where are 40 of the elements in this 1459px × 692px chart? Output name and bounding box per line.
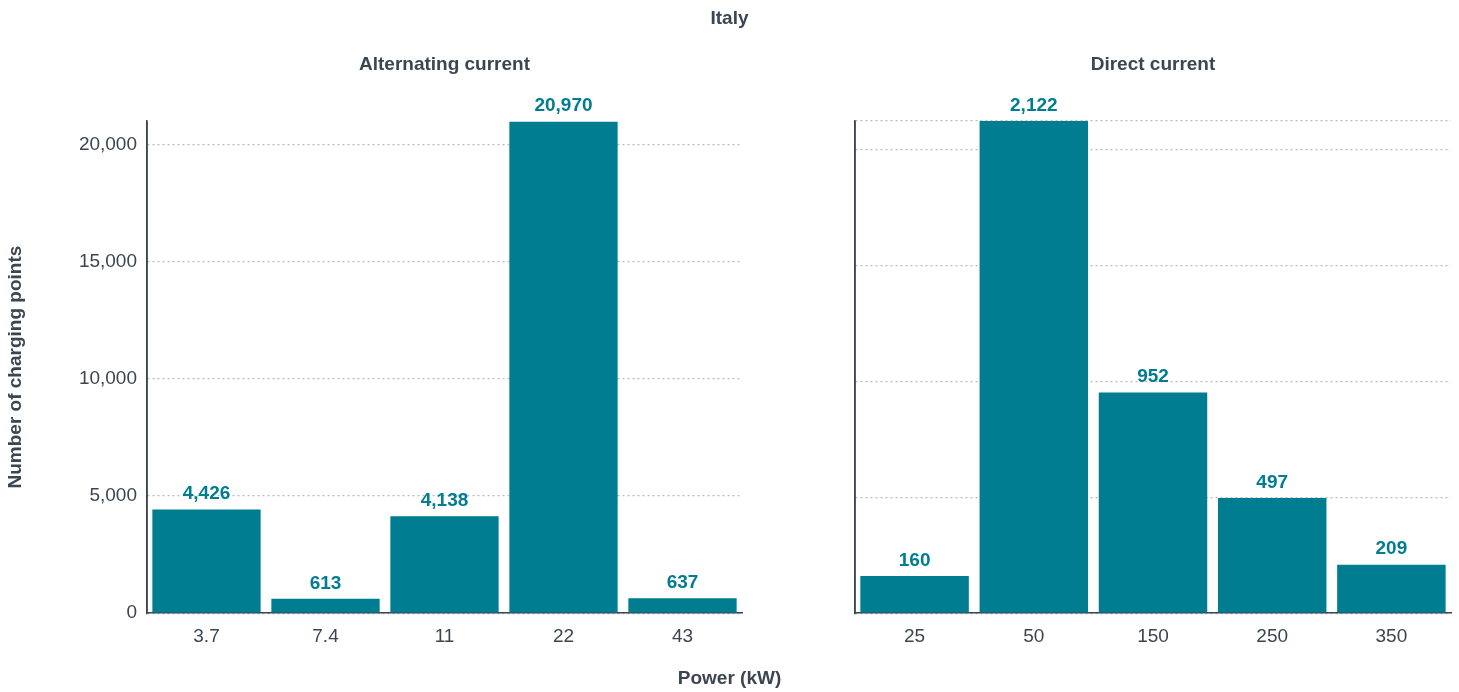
bar xyxy=(860,576,969,613)
data-label: 637 xyxy=(666,571,699,592)
bar xyxy=(1098,392,1208,613)
x-tick-label: 25 xyxy=(904,624,926,646)
data-label: 2,122 xyxy=(1010,93,1058,115)
bar xyxy=(509,121,618,613)
bar xyxy=(390,516,499,613)
data-label: 20,970 xyxy=(534,94,593,116)
y-tick-label: 5,000 xyxy=(89,484,137,506)
bar xyxy=(979,121,1089,613)
y-tick-label: 10,000 xyxy=(78,367,137,389)
x-tick-label: 250 xyxy=(1256,624,1289,646)
y-tick-label: 15,000 xyxy=(78,249,137,271)
x-axis-title: Power (kW) xyxy=(676,667,783,689)
chart-subtitle: Alternating current xyxy=(358,53,531,75)
x-tick-label: 350 xyxy=(1375,624,1408,646)
y-tick-label: 0 xyxy=(126,601,137,623)
bar xyxy=(271,598,380,613)
x-tick-label: 11 xyxy=(434,624,455,646)
bar xyxy=(628,598,737,613)
x-tick-label: 150 xyxy=(1137,624,1169,646)
chart-title: Italy xyxy=(709,7,750,29)
data-label: 4,138 xyxy=(420,488,469,510)
x-tick-label: 22 xyxy=(552,624,575,646)
y-tick-label: 20,000 xyxy=(78,132,137,154)
data-label: 497 xyxy=(1256,470,1289,492)
bar xyxy=(1337,564,1446,613)
data-label: 209 xyxy=(1375,537,1408,559)
y-axis-title: Number of charging points xyxy=(3,245,25,489)
bar xyxy=(152,509,261,613)
data-label: 613 xyxy=(309,571,342,593)
x-tick-label: 3.7 xyxy=(193,624,220,646)
x-tick-label: 7.4 xyxy=(312,624,340,646)
bar xyxy=(1217,497,1327,613)
data-label: 4,426 xyxy=(182,482,231,504)
chart-title: Direct current xyxy=(1089,53,1217,75)
data-label: 160 xyxy=(898,548,931,570)
data-label: 952 xyxy=(1137,365,1169,387)
x-tick-label: 50 xyxy=(1023,624,1045,646)
x-tick-label: 43 xyxy=(671,624,694,646)
